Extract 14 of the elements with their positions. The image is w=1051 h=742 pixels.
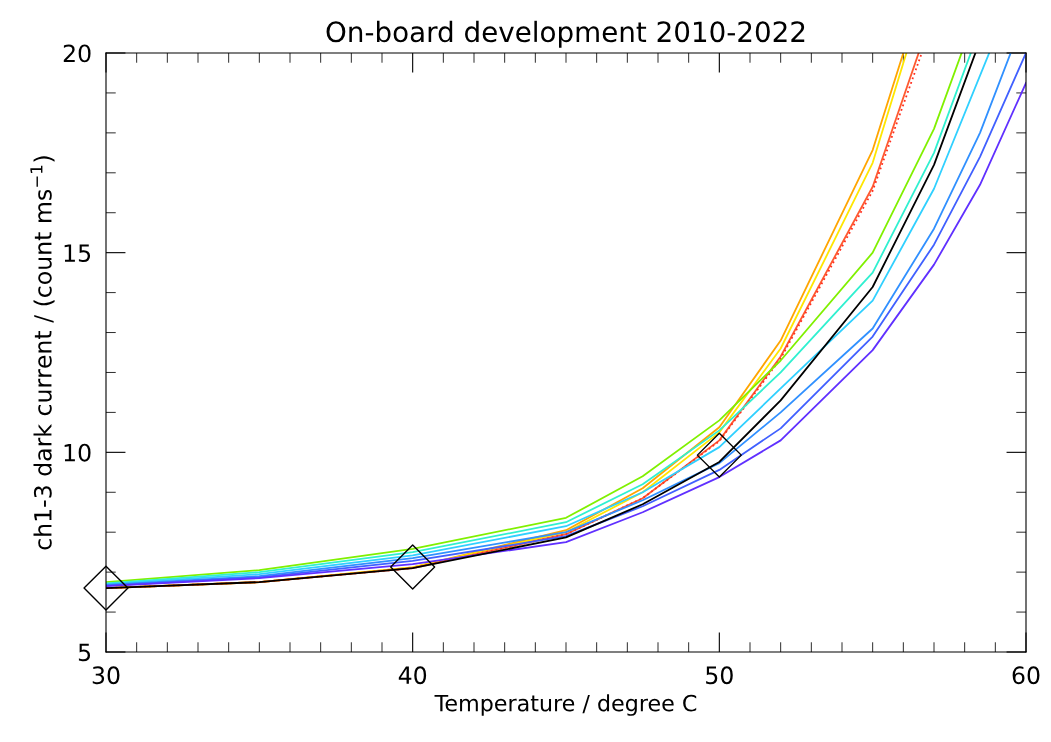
y-tick-label: 15 [64,244,91,262]
x-tick-label: 40 [398,666,427,685]
point [696,432,742,478]
y-axis-title: ch1-3 dark current / (count ms$^{−1}$) [30,156,55,550]
chart-title: On-board development 2010-2022 [326,20,805,48]
y-tick-label: 20 [63,44,91,63]
point [83,565,129,611]
x-tick-label: 30 [92,666,120,685]
x-tick-label: 60 [1012,666,1040,685]
x-axis-title: Temperature / degree C [434,694,697,716]
y-tick-label: 5 [78,643,91,662]
x-tick-label: 50 [706,666,733,685]
y-tick-label: 10 [64,443,91,462]
point [390,544,436,590]
